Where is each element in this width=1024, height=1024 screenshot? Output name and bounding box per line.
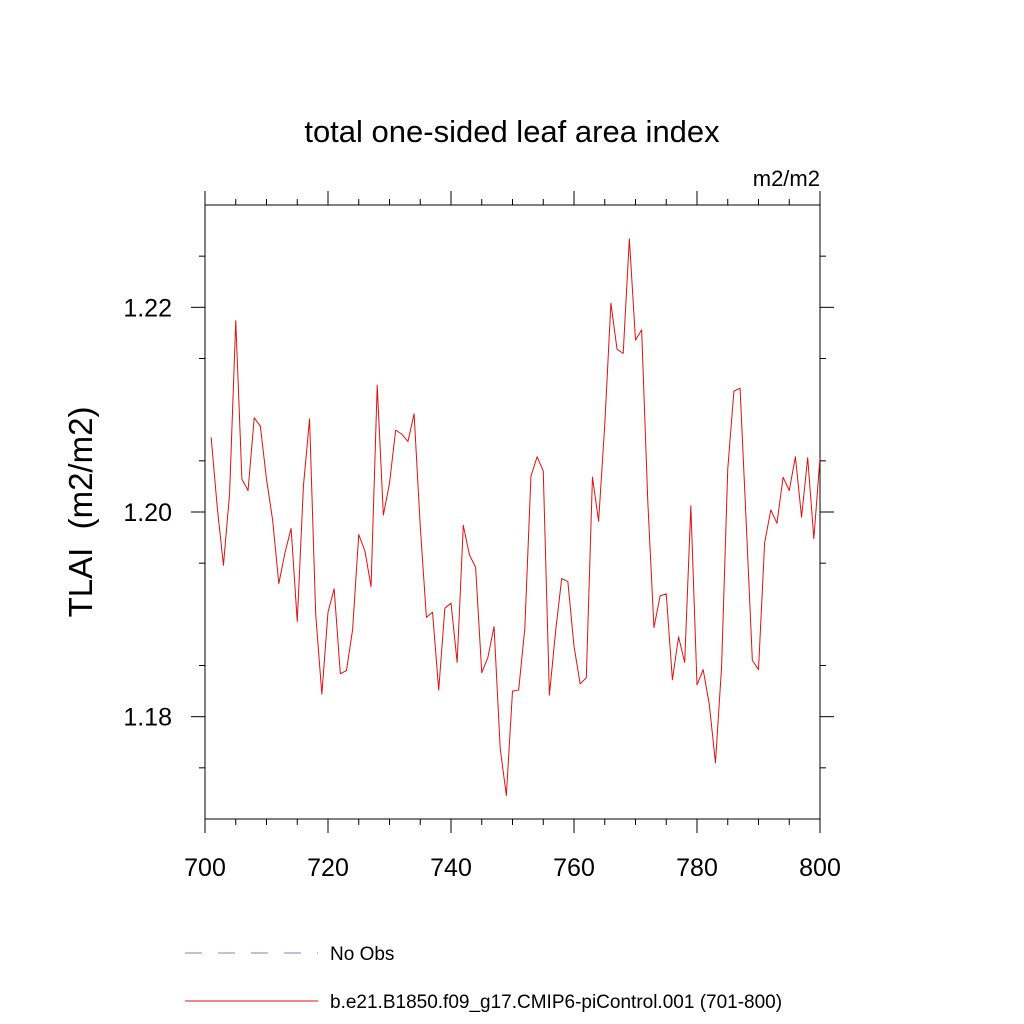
x-tick-label: 760: [553, 854, 595, 882]
x-tick-label: 700: [184, 854, 226, 882]
y-axis-ticks: [191, 255, 834, 769]
y-axis-label: TLAI (m2/m2): [62, 407, 99, 618]
x-axis-ticks: [204, 191, 821, 833]
y-tick-label: 1.20: [123, 499, 172, 527]
legend: No Obs b.e21.B1850.f09_g17.CMIP6-piContr…: [185, 944, 782, 1013]
series-line: [210, 238, 820, 796]
y-tick-label: 1.22: [123, 294, 172, 322]
y-tick-label: 1.18: [123, 704, 172, 732]
units-label: m2/m2: [753, 166, 820, 191]
x-axis-tick-labels: 700 720 740 760 780 800: [184, 854, 841, 882]
x-tick-label: 780: [676, 854, 718, 882]
x-tick-label: 800: [799, 854, 841, 882]
plot-frame: [204, 204, 821, 820]
chart-title: total one-sided leaf area index: [304, 114, 720, 149]
legend-label-picontrol: b.e21.B1850.f09_g17.CMIP6-piControl.001 …: [330, 992, 782, 1013]
x-tick-label: 720: [307, 854, 349, 882]
x-tick-label: 740: [430, 854, 472, 882]
y-axis-tick-labels: 1.18 1.20 1.22: [123, 294, 172, 731]
series-layer: [210, 238, 820, 796]
legend-label-no-obs: No Obs: [330, 944, 394, 965]
